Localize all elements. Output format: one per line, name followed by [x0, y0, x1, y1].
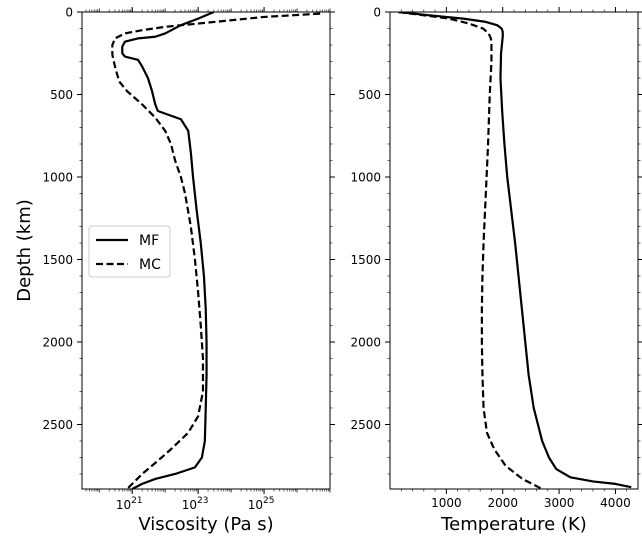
x-tick-label-base: 10: [116, 498, 131, 512]
y-tick-label: 1500: [350, 253, 381, 267]
y-tick-label: 2000: [350, 335, 381, 349]
y-tick-label: 2500: [350, 418, 381, 432]
series-line-mf: [398, 12, 632, 489]
x-tick-label-base: 10: [182, 498, 197, 512]
x-tick-label: 3000: [544, 496, 575, 510]
y-tick-label: 1000: [42, 170, 73, 184]
legend: MF MC: [88, 225, 171, 278]
y-tick-label: 0: [65, 6, 73, 20]
y-tick-label: 500: [50, 88, 73, 102]
x-tick-label-base: 10: [248, 498, 263, 512]
y-tick-label: 2500: [42, 418, 73, 432]
y-tick-label: 500: [358, 88, 381, 102]
legend-label-mc: MC: [139, 257, 161, 273]
series-line-mc: [111, 12, 321, 489]
series-line-mf: [121, 12, 215, 489]
y-tick-label: 1000: [350, 170, 381, 184]
x-axis-label: Viscosity (Pa s): [138, 514, 273, 535]
x-tick-label-exponent: 23: [197, 496, 208, 506]
series-line-mc: [398, 12, 543, 489]
x-tick-label: 1025: [248, 496, 275, 512]
y-tick-label: 1500: [42, 253, 73, 267]
x-tick-label: 1023: [182, 496, 209, 512]
x-axis-label: Temperature (K): [440, 514, 587, 535]
y-tick-label: 2000: [42, 335, 73, 349]
viscosity-panel: 1021 1023 102505001000150020002500Viscosit…: [14, 6, 335, 535]
x-tick-label: 2000: [487, 496, 518, 510]
plot-frame: [81, 11, 331, 490]
y-axis-label: Depth (km): [14, 199, 35, 302]
temperature-panel: 1000 2000 3000 4000 0 500 1000 1500 2000 2500 Temp…: [350, 6, 642, 535]
x-tick-label: 1000: [431, 496, 462, 510]
x-tick-label: 1021: [116, 496, 143, 512]
x-tick-label: 4000: [600, 496, 631, 510]
x-tick-label-exponent: 21: [131, 496, 142, 506]
y-tick-label: 0: [373, 6, 381, 20]
plot-frame: [389, 11, 639, 490]
legend-label-mf: MF: [139, 233, 159, 249]
x-tick-label-exponent: 25: [263, 496, 274, 506]
